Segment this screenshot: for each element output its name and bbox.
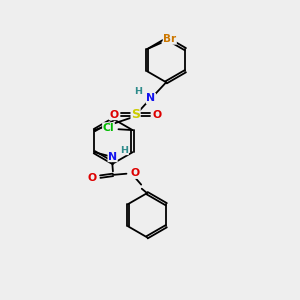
Text: O: O bbox=[87, 173, 96, 183]
Text: N: N bbox=[146, 94, 155, 103]
Text: Br: Br bbox=[163, 34, 176, 44]
Text: O: O bbox=[109, 110, 118, 120]
Text: Cl: Cl bbox=[103, 123, 114, 133]
Text: O: O bbox=[153, 110, 162, 120]
Text: N: N bbox=[108, 152, 117, 162]
Text: O: O bbox=[130, 168, 139, 178]
Text: H: H bbox=[134, 87, 142, 96]
Text: S: S bbox=[131, 108, 140, 121]
Text: H: H bbox=[120, 146, 128, 154]
